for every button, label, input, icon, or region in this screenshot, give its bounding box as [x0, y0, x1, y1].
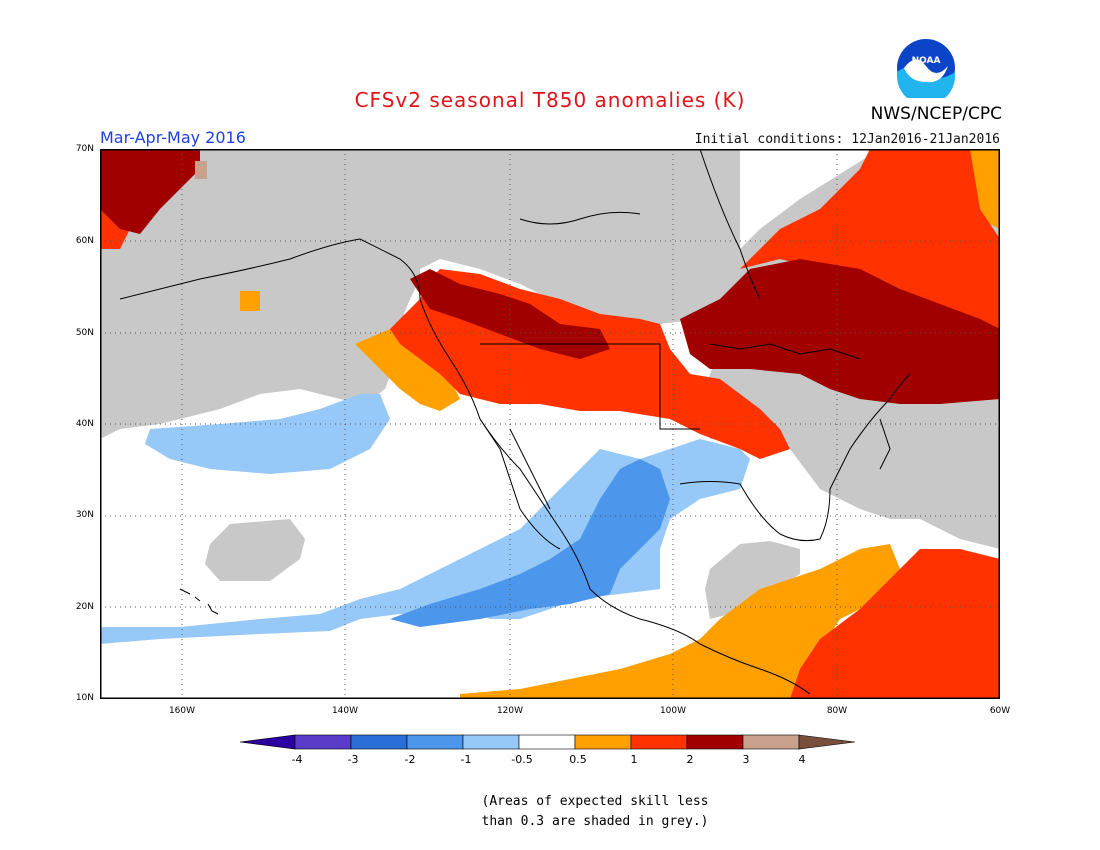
svg-text:NOAA: NOAA: [912, 56, 941, 66]
colorbar-seg: [742, 734, 800, 750]
colorbar-seg: [574, 734, 632, 750]
colorbar-label: -4: [291, 753, 303, 766]
colorbar-label: 2: [686, 753, 694, 766]
colorbar-label: -2: [404, 753, 416, 766]
colorbar-seg: [350, 734, 408, 750]
anomaly-medblue: [390, 459, 670, 627]
anomaly-tan-cell: [195, 161, 207, 179]
map-title: CFSv2 seasonal T850 anomalies (K): [354, 88, 746, 112]
colorbar-label: -1: [460, 753, 472, 766]
lat-label-20n: 20N: [75, 602, 94, 612]
colorbar-label: -0.5: [511, 753, 533, 766]
lon-label-140w: 140W: [331, 706, 359, 716]
lat-label-10n: 10N: [75, 693, 94, 703]
lat-label-40n: 40N: [75, 419, 94, 429]
skill-note-line2: than 0.3 are shaded in grey.): [481, 814, 709, 829]
anomaly-map: [100, 149, 1000, 699]
gridlines: [100, 149, 1000, 699]
colorbar-seg: [686, 734, 744, 750]
lat-label-30n: 30N: [75, 510, 94, 520]
colorbar-label: -3: [347, 753, 359, 766]
colorbar: [240, 734, 856, 750]
colorbar-seg: [406, 734, 464, 750]
colorbar-label: 1: [630, 753, 638, 766]
forecast-period: Mar-Apr-May 2016: [100, 128, 246, 147]
colorbar-label: 3: [742, 753, 750, 766]
lon-label-120w: 120W: [496, 706, 524, 716]
colorbar-seg: [798, 734, 856, 750]
colorbar-label: 0.5: [569, 753, 587, 766]
lon-label-100w: 100W: [659, 706, 687, 716]
colorbar-seg: [518, 734, 576, 750]
agency-label: NWS/NCEP/CPC: [870, 104, 1002, 124]
initial-conditions: Initial conditions: 12Jan2016-21Jan2016: [694, 132, 1000, 147]
colorbar-segments: [240, 734, 856, 750]
colorbar-seg: [294, 734, 352, 750]
lon-label-60w: 60W: [989, 706, 1011, 716]
colorbar-seg: [240, 734, 296, 750]
map-border: [100, 149, 1000, 699]
noaa-logo-icon: NOAA: [897, 39, 955, 98]
lat-label-50n: 50N: [75, 328, 94, 338]
skill-note-line1: (Areas of expected skill less: [481, 794, 709, 809]
lon-label-80w: 80W: [826, 706, 848, 716]
skill-note: (Areas of expected skill less than 0.3 a…: [0, 792, 1100, 832]
lat-label-60n: 60N: [75, 236, 94, 246]
colorbar-seg: [630, 734, 688, 750]
lat-label-70n: 70N: [75, 144, 94, 154]
lon-label-160w: 160W: [168, 706, 196, 716]
colorbar-seg: [462, 734, 520, 750]
coastlines: [119, 149, 911, 695]
colorbar-label: 4: [798, 753, 806, 766]
